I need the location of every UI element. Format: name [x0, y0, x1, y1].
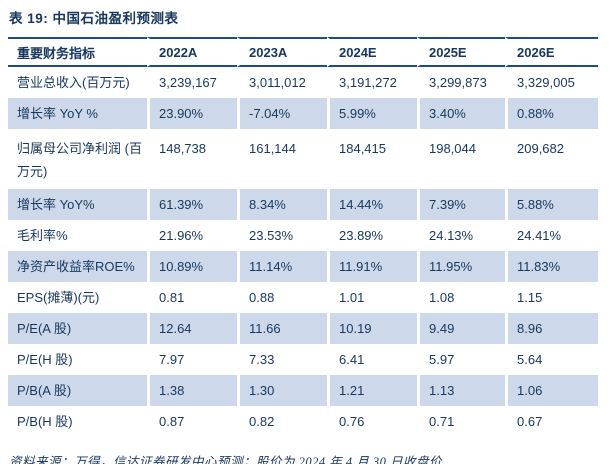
row-label: EPS(摊薄)(元) [17, 290, 100, 305]
cell-value: -7.04% [237, 98, 327, 129]
column-header-2025e: 2025E [417, 37, 505, 67]
cell-value: 11.66 [237, 313, 327, 344]
cell-value: 198,044 [417, 129, 505, 189]
row-label: P/E(H 股) [17, 352, 73, 367]
cell-value: 3,191,272 [327, 67, 417, 98]
column-header-2022a: 2022A [147, 37, 237, 67]
table-row: P/B(H 股) 0.87 0.82 0.76 0.71 0.67 [8, 406, 598, 437]
row-label: 增长率 YoY % [8, 98, 147, 129]
cell-value: 0.88% [505, 98, 598, 129]
cell-value: 0.81 [147, 282, 237, 313]
cell-value: 0.67 [505, 406, 598, 437]
cell-value: 24.13% [417, 220, 505, 251]
table-row: 营业总收入(百万元) 3,239,167 3,011,012 3,191,272… [8, 67, 598, 98]
cell-value: 23.90% [147, 98, 237, 129]
source-note: 资料来源：万得，信达证券研发中心预测；股价为 2024 年 4 月 30 日收盘… [9, 455, 443, 464]
cell-value: 9.49 [417, 313, 505, 344]
cell-value: 23.89% [327, 220, 417, 251]
table-row: P/B(A 股) 1.38 1.30 1.21 1.13 1.06 [8, 375, 598, 406]
cell-value: 5.99% [327, 98, 417, 129]
cell-value: 1.15 [505, 282, 598, 313]
cell-value: 3,239,167 [147, 67, 237, 98]
cell-value: 23.53% [237, 220, 327, 251]
row-label: P/E(A 股) [8, 313, 147, 344]
table-row: P/E(H 股) 7.97 7.33 6.41 5.97 5.64 [8, 344, 598, 375]
cell-value: 5.88% [505, 189, 598, 220]
table-row: 净资产收益率ROE% 10.89% 11.14% 11.91% 11.95% 1… [8, 251, 598, 282]
cell-value: 1.30 [237, 375, 327, 406]
cell-value: 10.19 [327, 313, 417, 344]
column-header-indicator: 重要财务指标 [8, 37, 147, 67]
table-row: EPS(摊薄)(元) 0.81 0.88 1.01 1.08 1.15 [8, 282, 598, 313]
cell-value: 0.87 [147, 406, 237, 437]
cell-value: 5.97 [417, 344, 505, 375]
cell-value: 14.44% [327, 189, 417, 220]
cell-value: 8.96 [505, 313, 598, 344]
cell-value: 0.76 [327, 406, 417, 437]
column-header-2023a: 2023A [237, 37, 327, 67]
cell-value: 1.08 [417, 282, 505, 313]
table-row: 增长率 YoY % 23.90% -7.04% 5.99% 3.40% 0.88… [8, 98, 598, 129]
row-label: 增长率 YoY% [8, 189, 147, 220]
column-header-2026e: 2026E [505, 37, 598, 67]
table-row: P/E(A 股) 12.64 11.66 10.19 9.49 8.96 [8, 313, 598, 344]
table-title: 表 19: 中国石油盈利预测表 [9, 11, 179, 26]
cell-value: 11.95% [417, 251, 505, 282]
row-label: P/B(A 股) [8, 375, 147, 406]
cell-value: 21.96% [147, 220, 237, 251]
cell-value: 0.71 [417, 406, 505, 437]
cell-value: 0.82 [237, 406, 327, 437]
cell-value: 11.83% [505, 251, 598, 282]
cell-value: 209,682 [505, 129, 598, 189]
row-label: 毛利率% [17, 228, 68, 243]
cell-value: 6.41 [327, 344, 417, 375]
cell-value: 12.64 [147, 313, 237, 344]
header-row: 重要财务指标 2022A 2023A 2024E 2025E 2026E [8, 37, 598, 67]
cell-value: 61.39% [147, 189, 237, 220]
cell-value: 11.91% [327, 251, 417, 282]
cell-value: 5.64 [505, 344, 598, 375]
cell-value: 3,329,005 [505, 67, 598, 98]
row-label: 归属母公司净利润 (百万元) [17, 141, 142, 179]
cell-value: 148,738 [147, 129, 237, 189]
row-label: 净资产收益率ROE% [8, 251, 147, 282]
row-label: 营业总收入(百万元) [17, 75, 130, 90]
cell-value: 1.38 [147, 375, 237, 406]
cell-value: 1.01 [327, 282, 417, 313]
financial-forecast-table: 重要财务指标 2022A 2023A 2024E 2025E 2026E 营业总… [8, 37, 598, 437]
cell-value: 3,299,873 [417, 67, 505, 98]
table-row: 毛利率% 21.96% 23.53% 23.89% 24.13% 24.41% [8, 220, 598, 251]
cell-value: 1.21 [327, 375, 417, 406]
cell-value: 8.34% [237, 189, 327, 220]
cell-value: 1.13 [417, 375, 505, 406]
table-row: 增长率 YoY% 61.39% 8.34% 14.44% 7.39% 5.88% [8, 189, 598, 220]
cell-value: 0.88 [237, 282, 327, 313]
cell-value: 3.40% [417, 98, 505, 129]
cell-value: 184,415 [327, 129, 417, 189]
cell-value: 24.41% [505, 220, 598, 251]
column-header-2024e: 2024E [327, 37, 417, 67]
cell-value: 3,011,012 [237, 67, 327, 98]
cell-value: 7.33 [237, 344, 327, 375]
cell-value: 7.97 [147, 344, 237, 375]
table-row: 归属母公司净利润 (百万元) 148,738 161,144 184,415 1… [8, 129, 598, 189]
cell-value: 1.06 [505, 375, 598, 406]
cell-value: 161,144 [237, 129, 327, 189]
cell-value: 10.89% [147, 251, 237, 282]
row-label: P/B(H 股) [17, 414, 73, 429]
cell-value: 11.14% [237, 251, 327, 282]
cell-value: 7.39% [417, 189, 505, 220]
